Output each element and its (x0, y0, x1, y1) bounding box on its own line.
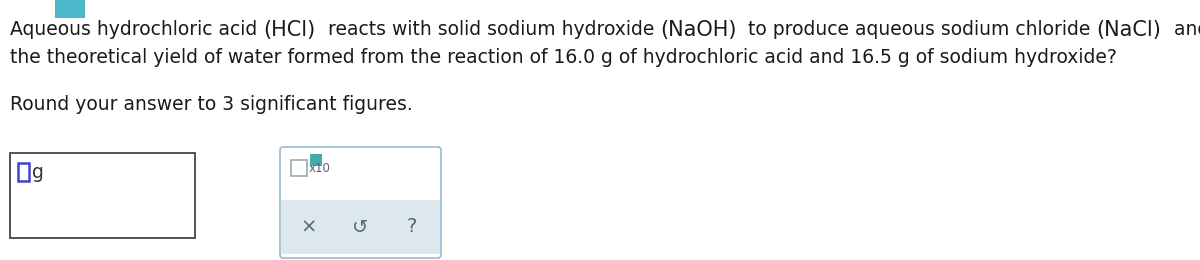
Text: ↺: ↺ (353, 218, 368, 237)
Text: Round your answer to 3 significant figures.: Round your answer to 3 significant figur… (10, 95, 413, 114)
Text: (NaOH): (NaOH) (660, 20, 737, 40)
Bar (310, 154, 322, 166)
Text: x10: x10 (310, 162, 331, 175)
Bar (55, 0, 85, 18)
Text: g: g (32, 163, 44, 182)
Text: (NaCl): (NaCl) (1097, 20, 1162, 40)
Text: to produce aqueous sodium chloride: to produce aqueous sodium chloride (737, 20, 1097, 39)
Bar (18, 163, 29, 181)
FancyBboxPatch shape (280, 147, 442, 258)
Text: ?: ? (407, 218, 418, 237)
Bar (10, 153, 194, 238)
Text: (HCl): (HCl) (263, 20, 316, 40)
Text: the theoretical yield of water formed from the reaction of 16.0 g of hydrochlori: the theoretical yield of water formed fr… (10, 48, 1117, 67)
Bar (292, 160, 307, 176)
Text: Aqueous hydrochloric acid: Aqueous hydrochloric acid (10, 20, 263, 39)
Text: and liquid water: and liquid water (1162, 20, 1200, 39)
Text: reacts with solid sodium hydroxide: reacts with solid sodium hydroxide (316, 20, 660, 39)
FancyBboxPatch shape (281, 200, 440, 254)
Text: ×: × (301, 218, 317, 237)
